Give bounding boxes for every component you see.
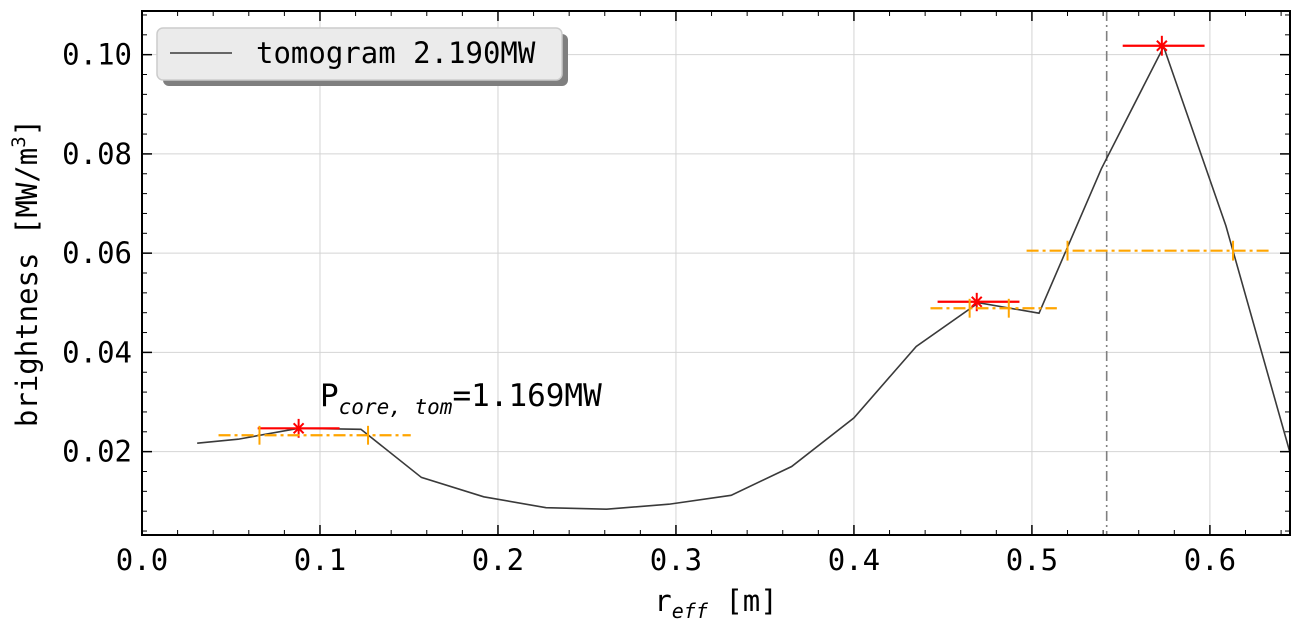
x-tick-label: 0.6 <box>1184 543 1236 577</box>
x-axis-label-subscript: eff <box>672 599 709 623</box>
x-axis-label-base: r <box>654 584 671 618</box>
annotation-base: P <box>320 378 339 414</box>
series-layer <box>197 44 1291 510</box>
x-tick-label: 0.5 <box>1006 543 1058 577</box>
y-axis-label: brightness [MW/m3] <box>8 119 44 427</box>
x-tick-label: 0.0 <box>116 543 168 577</box>
grid-layer <box>142 11 1290 535</box>
y-tick-label: 0.10 <box>62 38 132 72</box>
x-axis-label-unit: [m] <box>708 584 778 618</box>
legend-entry-label: tomogram 2.190MW <box>256 36 536 70</box>
y-tick-label: 0.08 <box>62 137 132 171</box>
red-star-marker <box>971 296 983 308</box>
legend: tomogram 2.190MW <box>156 27 568 86</box>
x-tick-label: 0.3 <box>650 543 702 577</box>
y-axis-label-superscript: 3 <box>8 136 30 147</box>
error-marker-layer <box>218 35 1271 445</box>
y-tick-label: 0.06 <box>62 236 132 270</box>
y-tick-label: 0.02 <box>62 435 132 469</box>
tomogram-profile-line <box>197 44 1291 510</box>
annotation-subscript: core, tom <box>339 395 453 419</box>
x-tick-label: 0.2 <box>472 543 524 577</box>
x-tick-label: 0.1 <box>294 543 346 577</box>
x-tick-label: 0.4 <box>828 543 880 577</box>
y-axis-label-base: brightness [MW/m <box>10 148 44 427</box>
tick-layer: 0.0 0.1 0.2 0.3 0.4 0.5 0.6 0.02 0.04 0.06 0.08 0.1… <box>62 11 1290 577</box>
red-star-marker <box>1156 40 1168 52</box>
y-axis-label-end: ] <box>10 119 44 136</box>
red-star-marker <box>292 422 305 435</box>
plot-frame <box>141 10 1291 536</box>
annotation-value: =1.169MW <box>452 378 602 414</box>
y-tick-label: 0.04 <box>62 335 132 369</box>
core-power-annotation: Pcore, tom=1.169MW <box>320 378 602 419</box>
legend-box <box>156 27 563 81</box>
x-axis-label: reff [m] <box>654 584 777 623</box>
